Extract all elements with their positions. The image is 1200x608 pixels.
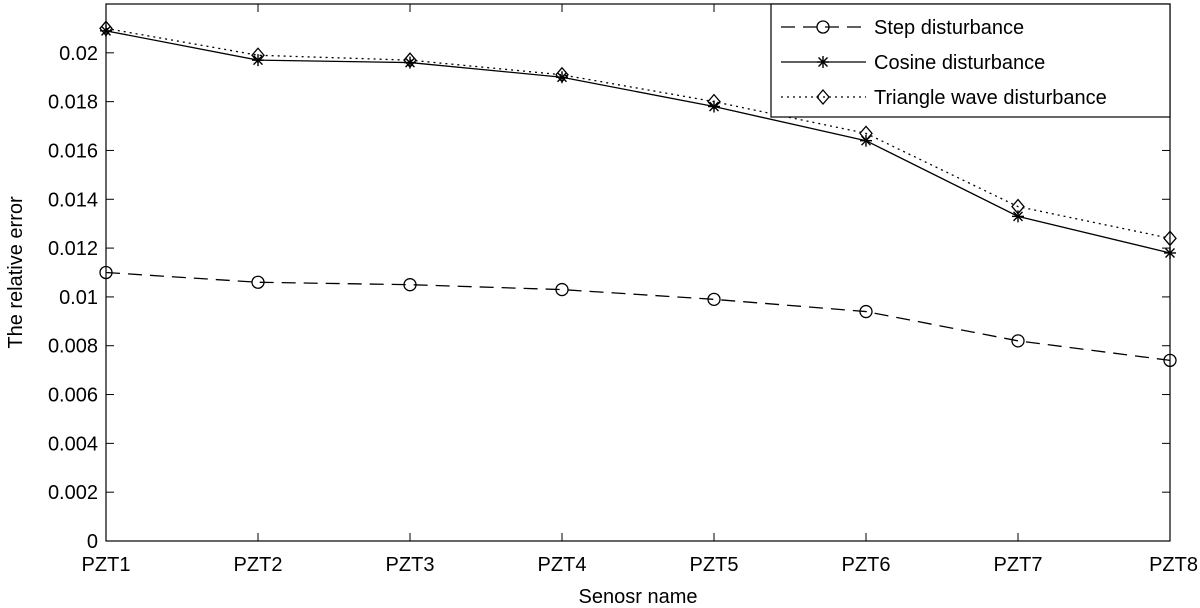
data-point bbox=[1011, 198, 1025, 215]
legend: Step disturbance Cosine disturbance Triang… bbox=[770, 3, 1171, 118]
series-group bbox=[99, 20, 1177, 368]
legend-label: Triangle wave disturbance bbox=[874, 87, 1107, 109]
data-point bbox=[251, 275, 265, 289]
legend-label: Step disturbance bbox=[874, 17, 1024, 39]
data-point bbox=[99, 265, 113, 280]
y-tick-label: 0.016 bbox=[48, 140, 98, 162]
data-point bbox=[555, 66, 569, 83]
data-point bbox=[252, 54, 264, 67]
x-tick-label: PZT8 bbox=[1149, 554, 1198, 576]
data-point bbox=[859, 125, 873, 142]
x-tick-label: PZT5 bbox=[690, 554, 739, 576]
y-tick-label: 0.004 bbox=[48, 433, 98, 455]
y-tick-label: 0.012 bbox=[48, 238, 98, 260]
y-tick-label: 0.018 bbox=[48, 92, 98, 114]
axes: 0 0.002 0.004 0.006 0.008 0.01 0.012 0.014 0.016… bbox=[5, 4, 1198, 608]
y-tick-label: 0.02 bbox=[59, 43, 98, 65]
x-axis-label: Senosr name bbox=[579, 586, 698, 608]
data-point bbox=[1164, 246, 1176, 259]
y-tick-label: 0.008 bbox=[48, 336, 98, 358]
legend-marker bbox=[816, 89, 830, 105]
data-point bbox=[707, 93, 721, 110]
x-tick-label: PZT1 bbox=[82, 554, 131, 576]
x-tick-label: PZT4 bbox=[538, 554, 587, 576]
y-tick-label: 0 bbox=[87, 531, 98, 553]
y-tick-label: 0.014 bbox=[48, 189, 98, 211]
data-point bbox=[708, 100, 720, 113]
data-point bbox=[403, 52, 417, 69]
y-tick-label: 0.002 bbox=[48, 482, 98, 504]
legend-marker bbox=[816, 20, 830, 34]
x-tick-label: PZT3 bbox=[386, 554, 435, 576]
x-tick-label: PZT7 bbox=[994, 554, 1043, 576]
legend-label: Cosine disturbance bbox=[874, 52, 1045, 74]
series-2 bbox=[100, 24, 1176, 259]
data-point bbox=[1012, 210, 1024, 223]
x-tick-label: PZT2 bbox=[234, 554, 283, 576]
series-line bbox=[105, 271, 1171, 362]
y-axis-label: The relative error bbox=[5, 196, 27, 349]
legend-entry: Step disturbance bbox=[781, 17, 1024, 39]
series-line bbox=[105, 30, 1171, 254]
legend-marker bbox=[817, 56, 829, 68]
data-point bbox=[99, 20, 113, 37]
data-point bbox=[251, 47, 265, 64]
y-tick-label: 0.01 bbox=[59, 287, 98, 309]
series-3 bbox=[99, 20, 1177, 247]
y-tick-label: 0.006 bbox=[48, 385, 98, 407]
x-tick-label: PZT6 bbox=[842, 554, 891, 576]
legend-entry: Triangle wave disturbance bbox=[781, 87, 1107, 109]
legend-entry: Cosine disturbance bbox=[781, 52, 1045, 74]
data-point bbox=[1011, 334, 1025, 348]
data-point bbox=[859, 304, 873, 319]
data-point bbox=[1163, 230, 1177, 247]
data-point bbox=[555, 282, 569, 297]
data-point bbox=[403, 278, 417, 292]
data-point bbox=[707, 292, 721, 307]
data-point bbox=[1163, 353, 1177, 368]
legend-box bbox=[770, 3, 1171, 118]
series-1 bbox=[99, 265, 1177, 368]
